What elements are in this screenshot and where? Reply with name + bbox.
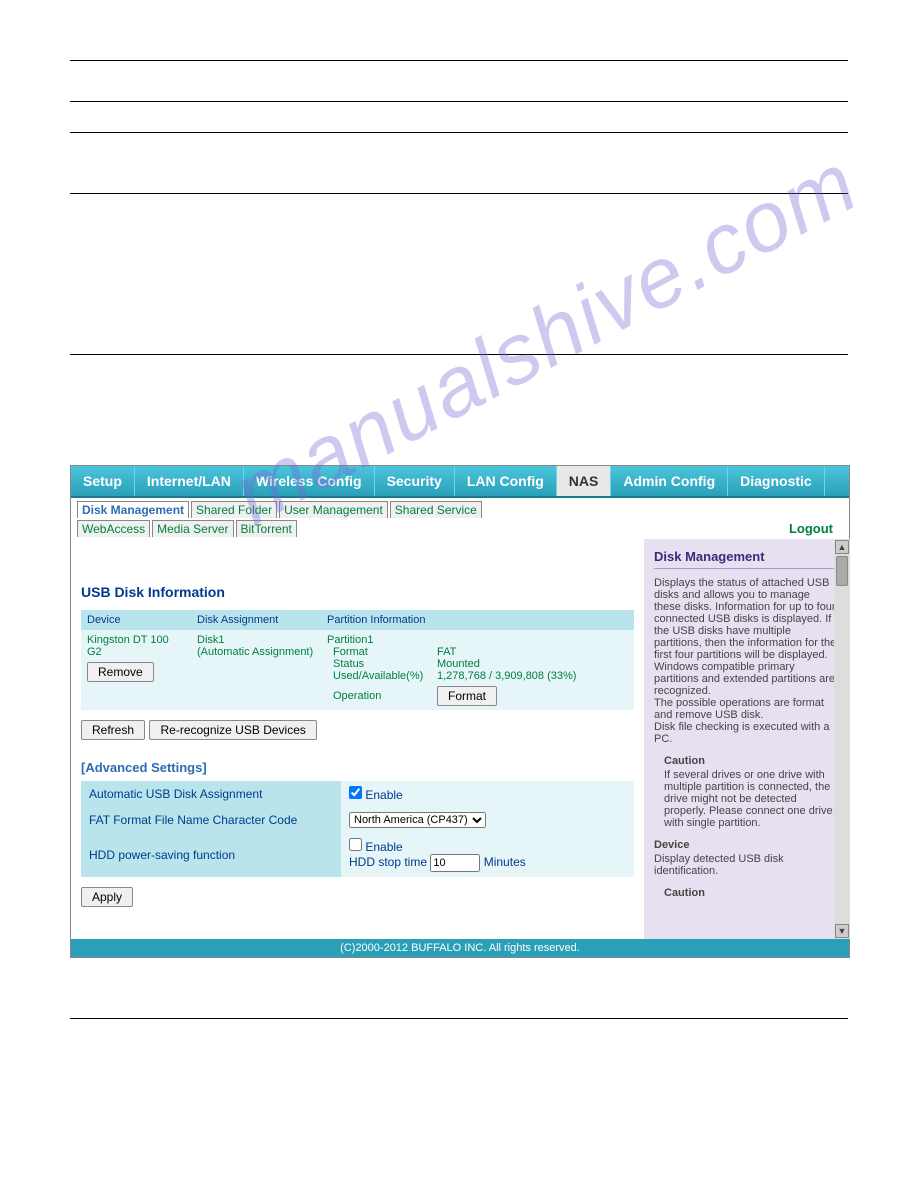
used-label: Used/Available(%) bbox=[327, 670, 437, 682]
device-heading: Device bbox=[654, 839, 839, 851]
col-assignment: Disk Assignment bbox=[191, 610, 321, 630]
fat-code-label: FAT Format File Name Character Code bbox=[81, 807, 341, 833]
help-panel: Disk Management Displays the status of a… bbox=[644, 539, 849, 939]
scroll-up-icon[interactable]: ▲ bbox=[835, 540, 849, 554]
help-body: Displays the status of attached USB disk… bbox=[654, 577, 839, 745]
usb-heading: USB Disk Information bbox=[81, 584, 634, 600]
subtab-shared-folder[interactable]: Shared Folder bbox=[191, 501, 277, 518]
router-admin-ui: Setup Internet/LAN Wireless Config Secur… bbox=[70, 465, 850, 958]
hdd-stop-label: HDD stop time bbox=[349, 855, 427, 869]
subtab-disk-management[interactable]: Disk Management bbox=[77, 501, 189, 518]
apply-button[interactable]: Apply bbox=[81, 887, 133, 907]
status-value: Mounted bbox=[437, 658, 480, 670]
tab-admin[interactable]: Admin Config bbox=[611, 466, 728, 496]
footer-copyright: (C)2000-2012 BUFFALO INC. All rights res… bbox=[71, 939, 849, 957]
hdd-stop-input[interactable] bbox=[430, 854, 480, 872]
tab-security[interactable]: Security bbox=[375, 466, 455, 496]
enable-label: Enable bbox=[365, 788, 402, 802]
tab-setup[interactable]: Setup bbox=[71, 466, 135, 496]
help-title: Disk Management bbox=[654, 549, 839, 569]
usb-disk-table: Device Disk Assignment Partition Informa… bbox=[81, 610, 634, 710]
auto-assign-label: Automatic USB Disk Assignment bbox=[81, 781, 341, 807]
caution-body: If several drives or one drive with mult… bbox=[654, 769, 839, 829]
tab-internet-lan[interactable]: Internet/LAN bbox=[135, 466, 244, 496]
advanced-settings-table: Automatic USB Disk Assignment Enable FAT… bbox=[81, 781, 634, 877]
partition-name: Partition1 bbox=[327, 634, 628, 646]
status-label: Status bbox=[327, 658, 437, 670]
rerecognize-button[interactable]: Re-recognize USB Devices bbox=[149, 720, 316, 740]
col-device: Device bbox=[81, 610, 191, 630]
enable-label: Enable bbox=[365, 840, 402, 854]
device-name: Kingston DT 100 G2 bbox=[87, 634, 185, 658]
caution-heading: Caution bbox=[654, 755, 839, 767]
scrollbar[interactable]: ▲ ▼ bbox=[834, 539, 850, 939]
subtab-media-server[interactable]: Media Server bbox=[152, 520, 233, 537]
tab-lan-config[interactable]: LAN Config bbox=[455, 466, 557, 496]
format-value: FAT bbox=[437, 646, 456, 658]
format-label: Format bbox=[327, 646, 437, 658]
device-body: Display detected USB disk identification… bbox=[654, 853, 839, 877]
fat-code-select[interactable]: North America (CP437) bbox=[349, 812, 486, 828]
main-tabs: Setup Internet/LAN Wireless Config Secur… bbox=[71, 466, 849, 498]
format-button[interactable]: Format bbox=[437, 686, 497, 706]
remove-button[interactable]: Remove bbox=[87, 662, 154, 682]
auto-assign-checkbox[interactable] bbox=[349, 786, 362, 799]
logout-link[interactable]: Logout bbox=[789, 521, 843, 536]
hdd-unit: Minutes bbox=[484, 855, 526, 869]
caution-heading-2: Caution bbox=[654, 887, 839, 899]
hdd-enable-checkbox[interactable] bbox=[349, 838, 362, 851]
refresh-button[interactable]: Refresh bbox=[81, 720, 145, 740]
subtab-webaccess[interactable]: WebAccess bbox=[77, 520, 150, 537]
tab-diagnostic[interactable]: Diagnostic bbox=[728, 466, 825, 496]
table-row: Kingston DT 100 G2 Remove Disk1 (Automat… bbox=[81, 630, 634, 710]
disk-id: Disk1 bbox=[197, 634, 225, 646]
subtab-user-management[interactable]: User Management bbox=[279, 501, 388, 518]
operation-label: Operation bbox=[327, 690, 437, 702]
col-partition: Partition Information bbox=[321, 610, 634, 630]
sub-tabs: Disk Management Shared Folder User Manag… bbox=[71, 498, 849, 539]
main-content: USB Disk Information Device Disk Assignm… bbox=[71, 539, 644, 939]
subtab-shared-service[interactable]: Shared Service bbox=[390, 501, 482, 518]
advanced-heading: [Advanced Settings] bbox=[81, 760, 634, 775]
subtab-bittorrent[interactable]: BitTorrent bbox=[236, 520, 297, 537]
scroll-thumb[interactable] bbox=[836, 556, 848, 586]
tab-nas[interactable]: NAS bbox=[557, 466, 612, 496]
tab-wireless[interactable]: Wireless Config bbox=[244, 466, 375, 496]
hdd-power-label: HDD power-saving function bbox=[81, 833, 341, 877]
scroll-down-icon[interactable]: ▼ bbox=[835, 924, 849, 938]
used-value: 1,278,768 / 3,909,808 (33%) bbox=[437, 670, 576, 682]
disk-note: (Automatic Assignment) bbox=[197, 646, 313, 658]
